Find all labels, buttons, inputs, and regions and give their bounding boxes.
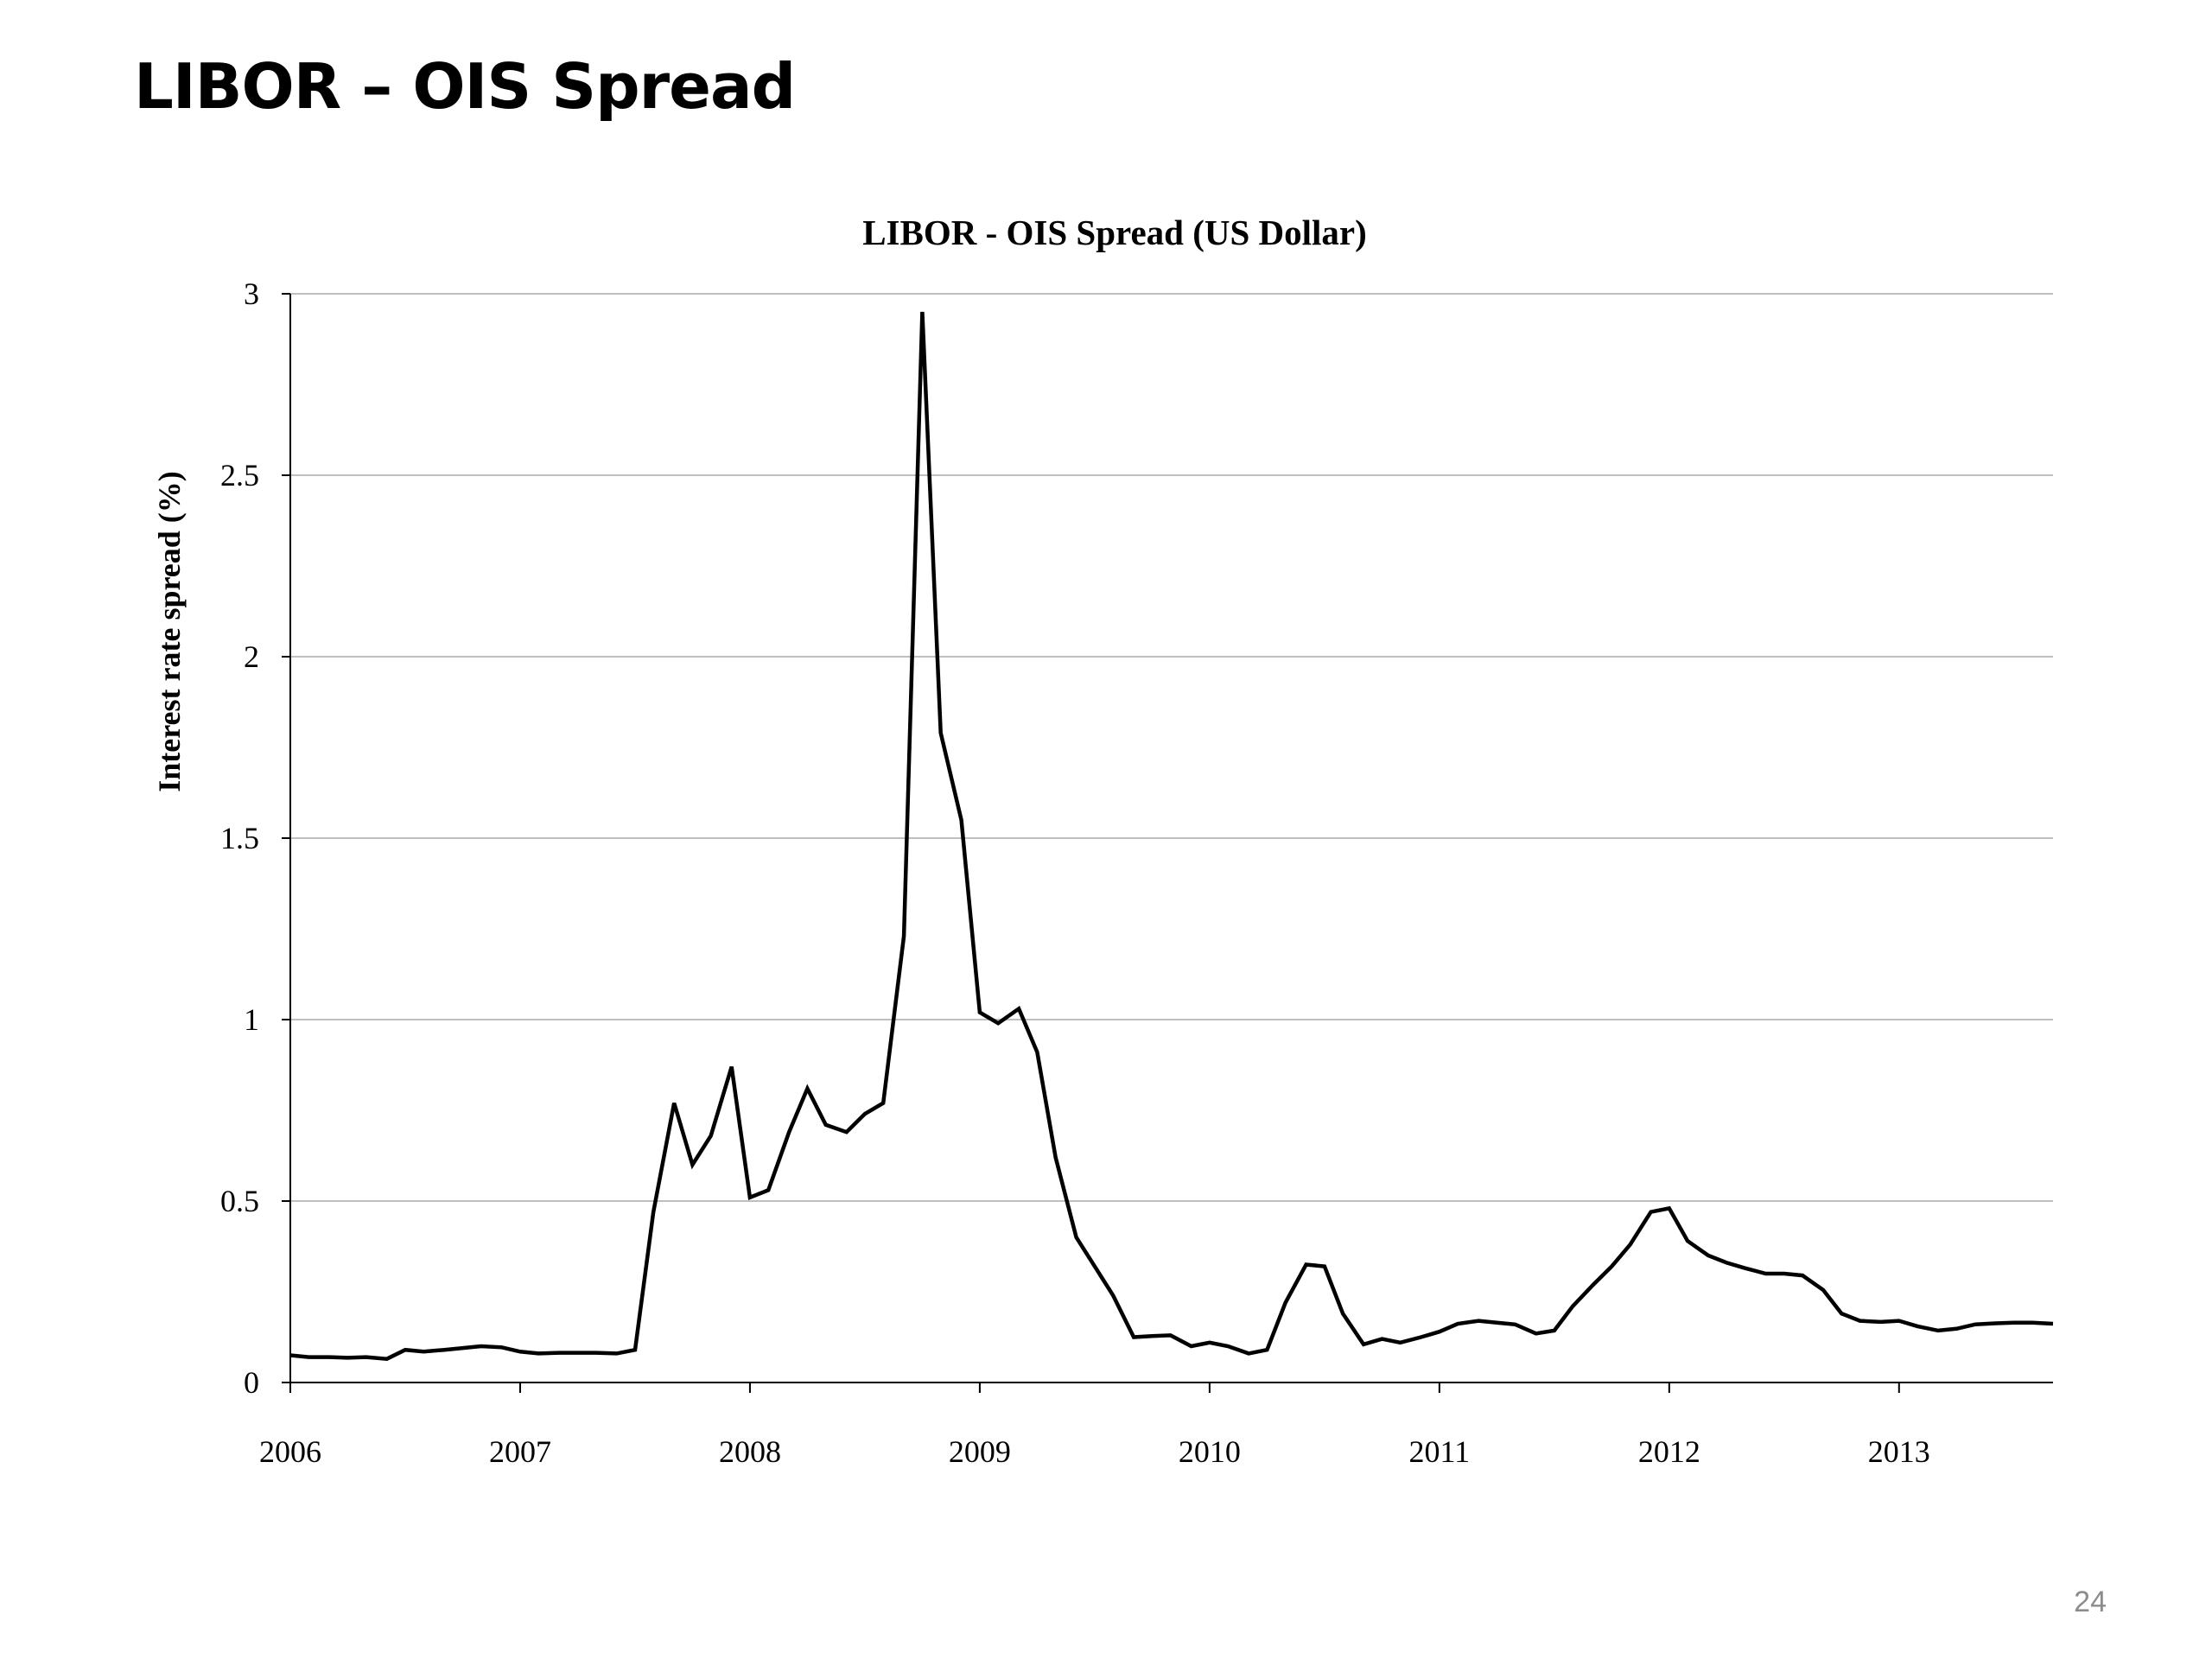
series-group [289, 311, 2054, 1361]
x-tick-label-2: 2008 [719, 1434, 781, 1469]
y-tick-label-5: 2.5 [220, 458, 259, 493]
x-tick-label-3: 2009 [949, 1434, 1011, 1469]
x-tick-label-7: 2013 [1868, 1434, 1930, 1469]
x-tick-label-0: 2006 [259, 1434, 321, 1469]
y-tick-label-1: 0.5 [220, 1184, 259, 1218]
slide-number: 24 [2074, 1586, 2107, 1618]
x-tick-label-6: 2012 [1638, 1434, 1700, 1469]
x-tick-label-1: 2007 [489, 1434, 551, 1469]
gridlines [290, 293, 2053, 1202]
x-tick-label-5: 2011 [1409, 1434, 1471, 1469]
slide-title: LIBOR – OIS Spread [134, 50, 796, 123]
x-tick-labels: 2006 2007 2008 2009 2010 2011 2012 2013 [259, 1434, 1930, 1469]
axes [282, 293, 2053, 1393]
y-tick-label-0: 0 [244, 1365, 259, 1400]
chart-title: LIBOR - OIS Spread (US Dollar) [862, 213, 1367, 252]
y-tick-label-6: 3 [244, 276, 259, 311]
y-tick-label-2: 1 [244, 1002, 259, 1037]
y-tick-label-4: 2 [244, 639, 259, 674]
series-line-0 [289, 311, 2054, 1361]
y-tick-labels: 0 0.5 1 1.5 2 2.5 3 [220, 276, 259, 1400]
y-axis-label: Interest rate spread (%) [152, 471, 187, 792]
x-tick-label-4: 2010 [1179, 1434, 1241, 1469]
y-tick-label-3: 1.5 [220, 821, 259, 855]
